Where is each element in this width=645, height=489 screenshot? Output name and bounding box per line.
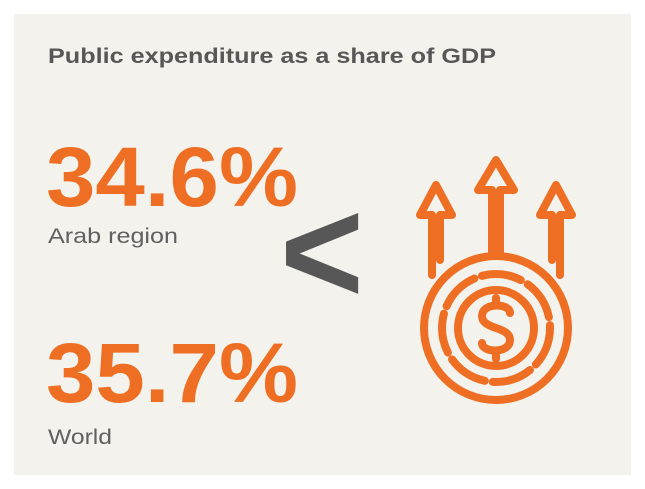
coin-arrows-icon [416,156,576,404]
title: Public expenditure as a share of GDP [48,45,496,68]
panel [14,14,631,475]
stat-value: 35.7% [46,326,298,420]
comparator: < [280,167,364,335]
stat-value: 34.6% [46,130,298,224]
stat-label: World [48,426,112,449]
stat-label: Arab region [48,225,178,248]
